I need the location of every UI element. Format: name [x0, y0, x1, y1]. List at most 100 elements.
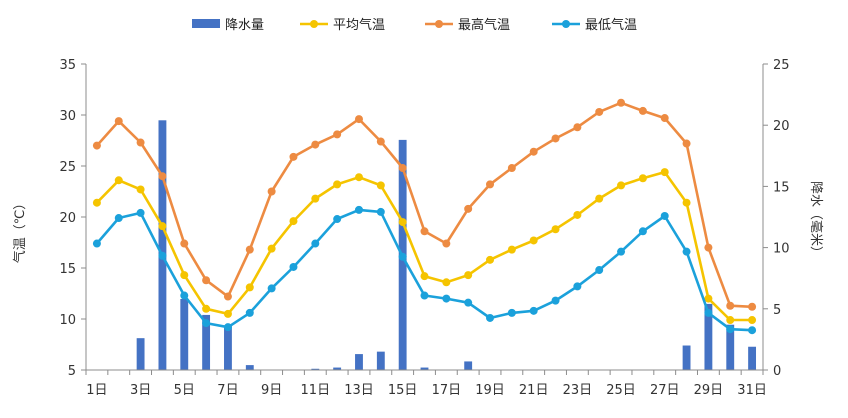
series-point: [245, 308, 254, 317]
series-point: [617, 181, 626, 190]
y-axis-right-title: 降水（毫米）: [808, 181, 824, 259]
series-point: [464, 271, 473, 280]
series-point: [267, 187, 276, 196]
x-tick-label: 15日: [388, 383, 418, 398]
precipitation-bar: [376, 351, 385, 370]
series-point: [464, 204, 473, 213]
y-right-tick-label: 0: [773, 364, 781, 379]
y-right-tick-label: 25: [773, 58, 790, 73]
x-tick-label: 9日: [261, 383, 282, 398]
series-point: [682, 198, 691, 207]
series-point: [333, 215, 342, 224]
series-point: [420, 227, 429, 236]
series-point: [726, 316, 735, 325]
series-point: [180, 271, 189, 280]
y-right-tick-label: 5: [773, 303, 781, 318]
x-tick-label: 13日: [344, 383, 374, 398]
series-point: [704, 294, 713, 303]
series-point: [726, 325, 735, 334]
series-point: [245, 245, 254, 254]
precipitation-bar: [748, 346, 757, 370]
series-point: [354, 205, 363, 214]
series-point: [202, 304, 211, 313]
series-point: [660, 114, 669, 123]
series-point: [333, 180, 342, 189]
precipitation-bar: [180, 299, 189, 370]
series-point: [507, 164, 516, 173]
series-point: [486, 180, 495, 189]
precipitation-bar: [355, 354, 363, 370]
series-point: [442, 294, 451, 303]
series-point: [507, 308, 516, 317]
series-point: [376, 181, 385, 190]
x-tick-label: 21日: [519, 383, 549, 398]
series-point: [311, 239, 320, 248]
precipitation-bar: [464, 361, 473, 370]
x-tick-label: 23日: [563, 383, 593, 398]
series-point: [333, 130, 342, 139]
x-tick-label: 1日: [86, 383, 107, 398]
series-point: [660, 211, 669, 220]
x-tick-label: 3日: [130, 383, 151, 398]
series-point: [311, 194, 320, 203]
legend-label: 平均气温: [333, 17, 385, 33]
precipitation-bar: [420, 367, 429, 370]
x-tick-label: 17日: [432, 383, 462, 398]
series-point: [748, 302, 757, 311]
x-tick-label: 31日: [737, 383, 767, 398]
series-point: [289, 152, 298, 161]
series-point: [398, 164, 407, 173]
legend-swatch-marker: [310, 20, 318, 28]
series-point: [529, 236, 538, 245]
legend-label: 降水量: [225, 18, 264, 33]
legend: 降水量 平均气温 最高气温 最低气温: [192, 17, 637, 33]
series-point: [595, 107, 604, 116]
y-axis-left-title: 气温（℃）: [12, 197, 28, 264]
y-left-tick-label: 15: [59, 262, 76, 277]
series-point: [748, 316, 757, 325]
series-point: [289, 217, 298, 226]
precipitation-bar: [311, 368, 320, 370]
y-right-tick-label: 15: [773, 180, 790, 195]
series-point: [114, 214, 123, 223]
series-point: [180, 291, 189, 300]
y-left-tick-label: 10: [59, 313, 76, 328]
series-point: [289, 262, 298, 271]
y-left-tick-label: 30: [59, 109, 76, 124]
series-point: [551, 296, 560, 305]
series-point: [638, 106, 647, 115]
series-point: [726, 301, 735, 310]
series-point: [158, 172, 167, 181]
series-point: [114, 117, 123, 126]
series-point: [136, 138, 145, 147]
series-point: [158, 251, 167, 260]
precipitation-bar: [333, 367, 342, 370]
series-point: [551, 225, 560, 234]
series-point: [682, 139, 691, 148]
legend-label: 最低气温: [585, 17, 637, 33]
x-tick-label: 11日: [301, 383, 331, 398]
series-point: [223, 309, 232, 318]
series-point: [638, 227, 647, 236]
x-tick-label: 19日: [475, 383, 505, 398]
series-point: [507, 245, 516, 254]
x-tick-label: 7日: [217, 383, 238, 398]
series-point: [529, 306, 538, 315]
series-point: [486, 255, 495, 264]
series-point: [398, 218, 407, 227]
series-point: [748, 326, 757, 335]
series-point: [354, 115, 363, 124]
y-left-tick-label: 25: [59, 160, 76, 175]
precipitation-bar: [245, 365, 254, 370]
y-right-tick-label: 20: [773, 119, 790, 134]
x-tick-label: 25日: [606, 383, 636, 398]
series-point: [420, 272, 429, 281]
legend-swatch-bar: [192, 19, 220, 28]
series-point: [573, 123, 582, 132]
y-right-tick-label: 10: [773, 242, 790, 257]
series-point: [92, 239, 101, 248]
series-point: [311, 140, 320, 149]
series-point: [114, 176, 123, 185]
series-point: [202, 319, 211, 328]
